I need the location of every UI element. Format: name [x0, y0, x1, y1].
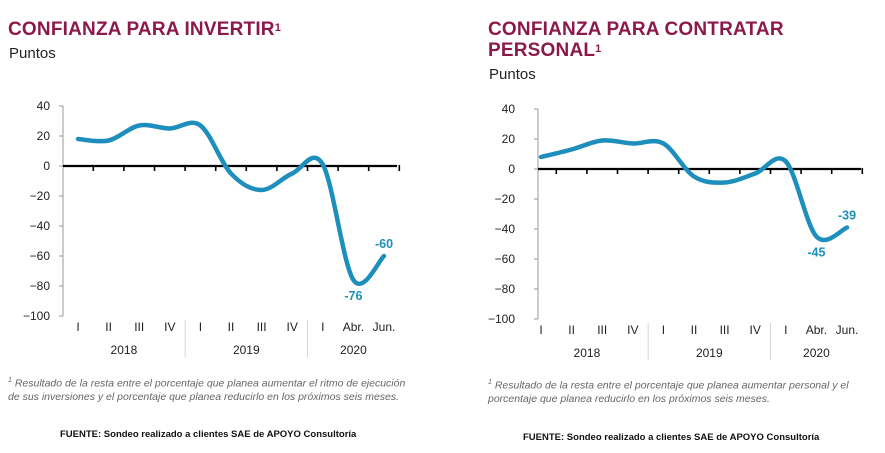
y-tick-label: −20 — [495, 192, 516, 206]
footnote-marker: 1 — [488, 379, 492, 386]
x-tick-label: III — [134, 320, 144, 334]
y-tick-label: 20 — [502, 132, 516, 146]
x-tick-label: Jun. — [836, 323, 859, 337]
data-label: -39 — [838, 209, 856, 223]
x-tick-label: I — [321, 320, 324, 334]
title-footnote-marker: 1 — [595, 43, 602, 55]
title-footnote-marker: 1 — [274, 22, 282, 34]
x-tick-label: III — [597, 323, 607, 337]
y-tick-label: −80 — [30, 279, 51, 293]
x-tick-label: II — [691, 323, 698, 337]
x-tick-label: III — [257, 320, 267, 334]
x-tick-label: I — [199, 320, 202, 334]
chart-panel-hiring: CONFIANZA PARA CONTRATAR PERSONAL1 Punto… — [443, 0, 885, 453]
x-year-label: 2019 — [233, 343, 260, 357]
data-label: -60 — [375, 237, 393, 251]
chart-title: CONFIANZA PARA CONTRATAR PERSONAL1 — [488, 19, 883, 61]
footnote-marker: 1 — [8, 377, 12, 384]
y-tick-label: −60 — [30, 249, 51, 263]
x-tick-label: II — [105, 320, 112, 334]
chart-subtitle: Puntos — [9, 45, 56, 62]
y-tick-label: −100 — [488, 312, 515, 326]
x-tick-label: IV — [750, 323, 761, 337]
x-tick-label: I — [76, 320, 79, 334]
x-tick-label: I — [784, 323, 787, 337]
x-tick-label: I — [662, 323, 665, 337]
x-tick-label: I — [539, 323, 542, 337]
x-tick-label: Jun. — [373, 320, 396, 334]
x-tick-label: IV — [627, 323, 638, 337]
x-tick-label: Abr. — [343, 320, 364, 334]
x-year-label: 2018 — [574, 346, 601, 360]
chart-footnote: 1 Resultado de la resta entre el porcent… — [8, 374, 418, 404]
y-tick-label: 40 — [502, 102, 516, 116]
chart-source: FUENTE: Sondeo realizado a clientes SAE … — [60, 429, 357, 440]
x-tick-label: IV — [287, 320, 298, 334]
y-tick-label: 40 — [37, 99, 51, 113]
footnote-text: Resultado de la resta entre el porcentaj… — [8, 377, 406, 403]
footnote-text: Resultado de la resta entre el porcentaj… — [488, 379, 849, 405]
y-tick-label: −40 — [30, 219, 51, 233]
chart-panel-investment: CONFIANZA PARA INVERTIR1 Puntos 40 20 0 −20… — [0, 0, 440, 453]
y-tick-label: 20 — [37, 129, 51, 143]
chart-title-text: CONFIANZA PARA CONTRATAR PERSONAL — [488, 19, 784, 61]
x-year-label: 2019 — [696, 346, 723, 360]
x-tick-label: III — [720, 323, 730, 337]
x-tick-label: IV — [164, 320, 175, 334]
x-tick-label: II — [228, 320, 235, 334]
x-year-label: 2020 — [340, 343, 367, 357]
x-year-label: 2020 — [803, 346, 830, 360]
chart-title: CONFIANZA PARA INVERTIR1 — [8, 19, 428, 40]
data-label: -45 — [807, 246, 825, 260]
y-tick-label: 0 — [508, 162, 515, 176]
chart-source: FUENTE: Sondeo realizado a clientes SAE … — [523, 432, 820, 443]
series-line — [538, 138, 850, 243]
x-tick-label: II — [568, 323, 575, 337]
y-tick-label: −80 — [495, 282, 516, 296]
chart-subtitle: Puntos — [489, 66, 536, 83]
chart-footnote: 1 Resultado de la resta entre el porcent… — [488, 376, 878, 406]
series-line — [75, 120, 387, 286]
x-tick-label: Abr. — [806, 323, 827, 337]
chart-title-text: CONFIANZA PARA INVERTIR — [8, 19, 275, 40]
y-tick-label: −60 — [495, 252, 516, 266]
y-tick-label: −100 — [23, 309, 50, 323]
x-year-label: 2018 — [111, 343, 138, 357]
y-tick-label: −40 — [495, 222, 516, 236]
y-tick-label: −20 — [30, 189, 51, 203]
y-tick-label: 0 — [43, 159, 50, 173]
data-label: -76 — [344, 289, 362, 303]
